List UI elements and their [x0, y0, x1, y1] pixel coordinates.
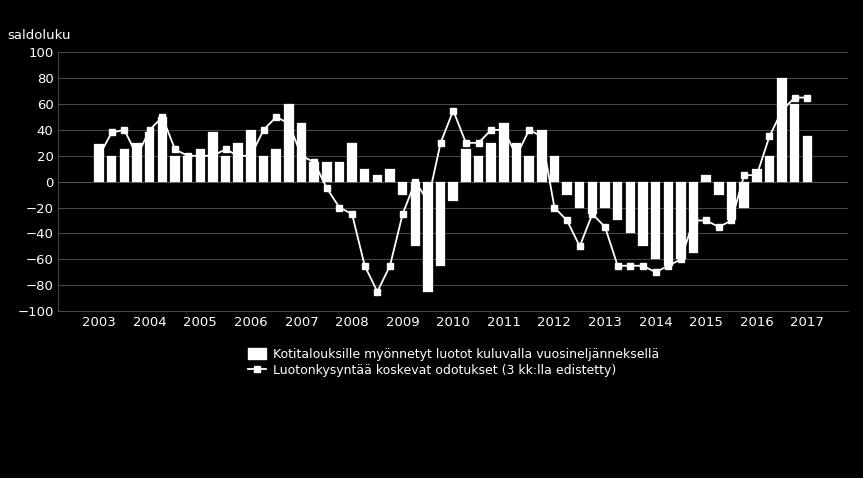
Bar	[537, 130, 546, 182]
Bar	[107, 156, 117, 182]
Bar	[335, 162, 344, 182]
Bar	[132, 143, 142, 182]
Legend: Kotitalouksille myönnetyt luotot kuluvalla vuosineljänneksellä, Luotonkysyntää k: Kotitalouksille myönnetyt luotot kuluval…	[243, 343, 664, 382]
Bar	[398, 182, 407, 195]
Bar	[790, 104, 799, 182]
Bar	[208, 132, 217, 182]
Bar	[714, 182, 723, 195]
Bar	[423, 182, 432, 292]
Bar	[676, 182, 685, 259]
Bar	[601, 182, 610, 207]
Bar	[145, 132, 154, 182]
Bar	[246, 130, 255, 182]
Bar	[499, 123, 508, 182]
Bar	[158, 117, 167, 182]
Bar	[740, 182, 749, 207]
Bar	[183, 156, 192, 182]
Bar	[385, 169, 394, 182]
Bar	[436, 182, 445, 266]
Bar	[575, 182, 584, 207]
Bar	[702, 175, 711, 182]
Bar	[613, 182, 622, 220]
Bar	[461, 149, 470, 182]
Bar	[221, 156, 230, 182]
Bar	[322, 162, 331, 182]
Bar	[626, 182, 635, 233]
Bar	[272, 149, 281, 182]
Bar	[284, 104, 293, 182]
Bar	[512, 143, 521, 182]
Bar	[563, 182, 572, 195]
Bar	[487, 143, 496, 182]
Bar	[651, 182, 660, 259]
Bar	[752, 169, 761, 182]
Bar	[373, 175, 382, 182]
Bar	[196, 149, 205, 182]
Bar	[550, 156, 559, 182]
Bar	[639, 182, 648, 246]
Text: saldoluku: saldoluku	[7, 29, 71, 42]
Bar	[170, 156, 180, 182]
Bar	[360, 169, 369, 182]
Bar	[234, 143, 243, 182]
Bar	[94, 144, 104, 182]
Bar	[689, 182, 698, 253]
Bar	[411, 182, 420, 246]
Bar	[297, 123, 306, 182]
Bar	[347, 143, 356, 182]
Bar	[525, 156, 534, 182]
Bar	[727, 182, 736, 220]
Bar	[765, 156, 774, 182]
Bar	[803, 136, 812, 182]
Bar	[588, 182, 597, 214]
Bar	[309, 162, 318, 182]
Bar	[474, 156, 483, 182]
Bar	[449, 182, 458, 201]
Bar	[778, 78, 787, 182]
Bar	[664, 182, 673, 266]
Bar	[120, 149, 129, 182]
Bar	[259, 156, 268, 182]
